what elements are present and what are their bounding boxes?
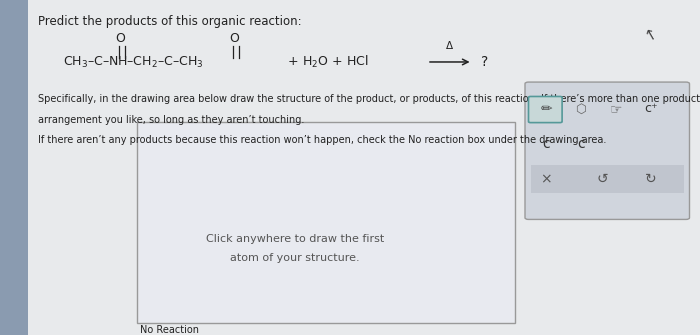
Text: ↻: ↻ — [645, 172, 657, 186]
Text: If there aren’t any products because this reaction won’t happen, check the No re: If there aren’t any products because thi… — [38, 135, 607, 145]
Text: CH$_3$–C–NH–CH$_2$–C–CH$_3$: CH$_3$–C–NH–CH$_2$–C–CH$_3$ — [63, 54, 204, 70]
Text: Predict the products of this organic reaction:: Predict the products of this organic rea… — [38, 15, 302, 28]
Text: ?: ? — [481, 55, 488, 69]
Text: O: O — [230, 32, 239, 45]
Bar — [0, 0, 28, 335]
Text: + H$_2$O + HCl: + H$_2$O + HCl — [284, 54, 368, 70]
Bar — [136, 122, 514, 323]
Text: O: O — [116, 32, 125, 45]
Text: ☞: ☞ — [610, 102, 622, 116]
Text: ↑: ↑ — [642, 24, 660, 43]
FancyBboxPatch shape — [525, 82, 690, 219]
Text: Δ: Δ — [446, 41, 454, 51]
Text: No Reaction: No Reaction — [140, 325, 199, 335]
Text: atom of your structure.: atom of your structure. — [230, 253, 360, 263]
Text: ✏: ✏ — [540, 102, 552, 116]
FancyBboxPatch shape — [528, 96, 562, 123]
Bar — [531, 165, 684, 193]
Text: ↺: ↺ — [596, 172, 608, 186]
Text: ×: × — [540, 172, 552, 186]
Text: ċ: ċ — [542, 137, 550, 151]
Text: arrangement you like, so long as they aren’t touching.: arrangement you like, so long as they ar… — [38, 115, 305, 125]
Text: c⁺: c⁺ — [644, 103, 658, 115]
Text: Click anywhere to draw the first: Click anywhere to draw the first — [206, 234, 384, 244]
Text: ċ: ċ — [578, 137, 584, 151]
Text: Specifically, in the drawing area below draw the structure of the product, or pr: Specifically, in the drawing area below … — [38, 94, 700, 104]
Text: ⬡: ⬡ — [575, 103, 587, 115]
